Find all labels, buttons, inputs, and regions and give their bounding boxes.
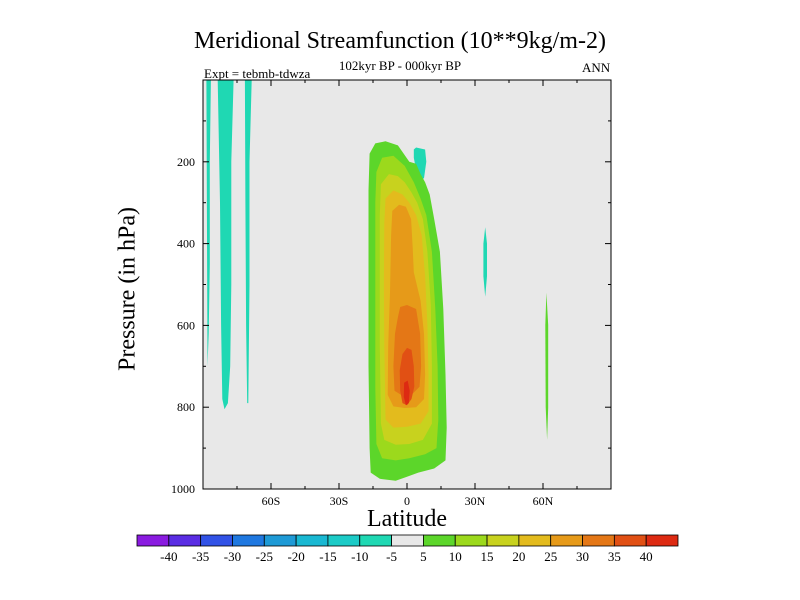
colorbar-label: 20: [512, 549, 525, 564]
season-label: ANN: [582, 60, 611, 75]
colorbar-label: 10: [449, 549, 462, 564]
chart-title: Meridional Streamfunction (10**9kg/m-2): [194, 28, 606, 54]
colorbar-box: [136, 534, 170, 547]
colorbar-box: [327, 534, 361, 547]
colorbar-box: [582, 534, 615, 547]
y-tick-label: 200: [177, 155, 195, 169]
colorbar-label: 5: [420, 549, 427, 564]
contour-regions: [206, 80, 549, 481]
colorbar-label: -40: [160, 549, 177, 564]
y-tick-label: 1000: [171, 482, 195, 496]
y-tick-label: 400: [177, 237, 195, 251]
contour-pos-blob-1: [545, 292, 549, 440]
colorbar-label: -30: [224, 549, 241, 564]
colorbar-box: [454, 534, 488, 547]
x-tick-label: 60N: [533, 494, 554, 508]
colorbar-box: [550, 534, 583, 547]
colorbar-label: -5: [386, 549, 397, 564]
colorbar-label: -20: [287, 549, 304, 564]
colorbar-box: [263, 534, 297, 547]
contour-neg-band-2: [217, 80, 234, 410]
experiment-label: Expt = tebmb-tdwza: [204, 66, 311, 81]
y-tick-label: 800: [177, 400, 195, 414]
colorbar-box: [200, 534, 233, 547]
x-tick-label: 30N: [465, 494, 486, 508]
contour-pos-40: [403, 380, 410, 406]
colorbar-label: 25: [544, 549, 557, 564]
y-tick-label: 600: [177, 318, 195, 332]
x-tick-label: 30S: [330, 494, 349, 508]
colorbar-box: [486, 534, 520, 547]
colorbar-box: [645, 534, 679, 547]
colorbar-label: -10: [351, 549, 368, 564]
colorbar-label: -35: [192, 549, 209, 564]
chart-subtitle: 102kyr BP - 000kyr BP: [338, 58, 462, 73]
colorbar-label: 15: [481, 549, 494, 564]
colorbar-label: -15: [319, 549, 336, 564]
colorbar-box: [613, 534, 647, 547]
colorbar-box: [232, 534, 265, 547]
contour-neg-blob-2: [483, 227, 487, 297]
contour-neg-band-3: [244, 80, 252, 404]
colorbar-box: [168, 534, 202, 547]
colorbar-box: [359, 534, 392, 547]
colorbar-box: [295, 534, 329, 547]
contour-neg-band-1: [206, 80, 211, 367]
colorbar-label: 35: [608, 549, 621, 564]
axis-ticks: 60S 30S 0 30N 60N 200 400 600 800 1000: [171, 80, 611, 508]
contour-pos-35: [399, 347, 415, 406]
x-tick-label: 60S: [262, 494, 281, 508]
colorbar-box: [391, 534, 424, 547]
colorbar: -40 -35 -30 -25 -20 -15 -10 -5 5 10 15 20 25 30 35 40: [136, 534, 679, 564]
colorbar-label: 40: [640, 549, 653, 564]
colorbar-box: [518, 534, 552, 547]
x-axis-label: Latitude: [367, 506, 447, 532]
colorbar-label: 30: [576, 549, 589, 564]
colorbar-label: -25: [256, 549, 273, 564]
colorbar-box: [423, 534, 456, 547]
x-tick-label: 0: [404, 494, 410, 508]
